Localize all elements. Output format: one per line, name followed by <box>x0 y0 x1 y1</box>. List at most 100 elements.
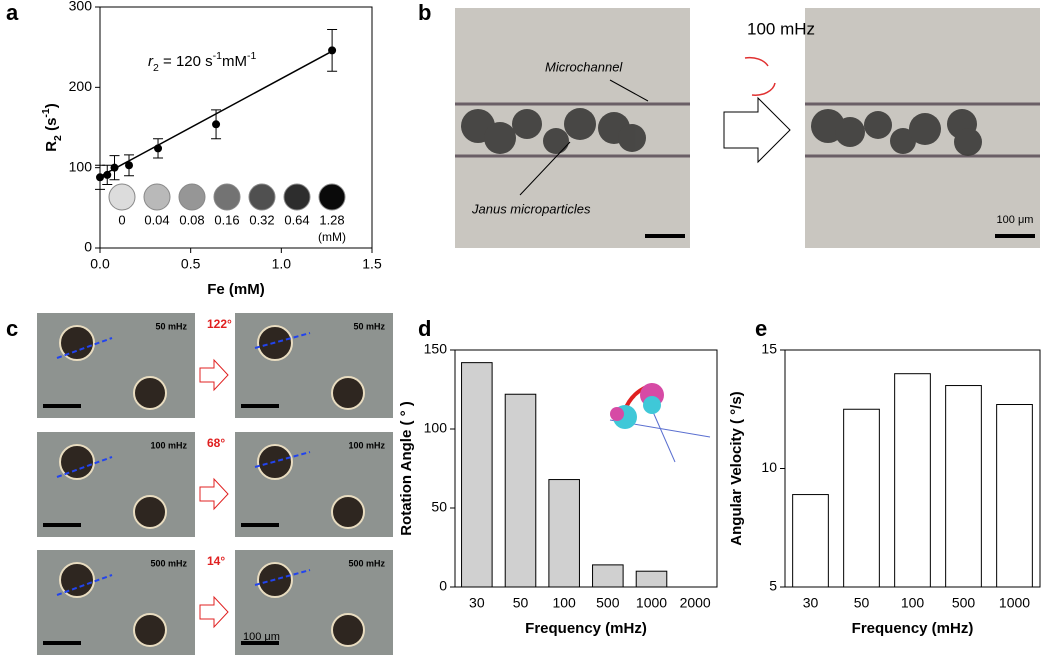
arrow <box>199 358 229 392</box>
x-axis-label: Frequency (mHz) <box>525 620 647 637</box>
panel-label: b <box>418 0 431 25</box>
frequency-label: 500 mHz <box>348 558 385 568</box>
x-tick-label: 1.0 <box>272 256 292 272</box>
frequency-label: 100 mHz <box>747 19 815 38</box>
axis-arrow <box>254 569 311 586</box>
particle <box>133 495 167 529</box>
particle <box>59 325 95 361</box>
y-tick-label: 0 <box>439 578 447 594</box>
inset-label: 0.08 <box>179 212 204 227</box>
y-axis-label: Angular Velocity ( °/s) <box>728 391 745 545</box>
arrow <box>199 595 229 629</box>
plot-frame <box>454 349 718 588</box>
inset-label: 0.32 <box>249 212 274 227</box>
sample-image <box>108 183 136 211</box>
pointer <box>519 141 571 196</box>
rotation-arrow <box>744 56 776 96</box>
panel-label: d <box>418 316 431 341</box>
arrow <box>199 477 229 511</box>
y-tick-label: 0 <box>84 239 92 255</box>
particle <box>133 376 167 410</box>
label-part: = 120 s <box>159 53 213 70</box>
micrograph <box>235 432 393 537</box>
axis-arrow <box>254 451 311 468</box>
label-part: mM <box>222 53 247 70</box>
x-tick-label: 2000 <box>680 595 711 611</box>
point <box>212 120 221 129</box>
bar <box>461 362 493 588</box>
inset-diagram <box>609 383 711 463</box>
particle <box>331 376 365 410</box>
x-tick-label: 500 <box>952 595 976 611</box>
point <box>110 163 119 172</box>
label-part: ) <box>43 103 60 108</box>
point <box>96 173 104 182</box>
y-tick-label: 200 <box>69 78 93 94</box>
axis-arrow <box>56 456 113 478</box>
label-part: 2 <box>153 62 159 74</box>
micrograph <box>37 313 195 418</box>
sample-image <box>283 183 311 211</box>
x-tick-label: 30 <box>803 595 819 611</box>
x-tick-label: 1.5 <box>362 256 382 272</box>
sample-image <box>318 183 346 211</box>
sample-image <box>248 183 276 211</box>
x-axis-label: Frequency (mHz) <box>852 620 974 637</box>
panel-label: a <box>6 0 19 25</box>
panel-c: 50 mHz 50 mHz 122° 100 mHz 100 mHz 68° 500 mHz… <box>37 313 393 655</box>
x-tick-label: 50 <box>513 595 529 611</box>
x-tick-label: 0.0 <box>90 256 110 272</box>
particle <box>331 495 365 529</box>
frequency-label: 50 mHz <box>353 321 385 331</box>
panel-label: c <box>6 316 18 341</box>
x-tick-label: 0.5 <box>181 256 201 272</box>
bar <box>945 385 982 588</box>
particle <box>59 444 95 480</box>
bar <box>635 570 668 588</box>
y-tick-label: 15 <box>761 341 777 357</box>
y-axis-label: Rotation Angle ( ° ) <box>398 401 415 536</box>
frequency-label: 100 mHz <box>150 440 187 450</box>
x-tick-label: 1000 <box>999 595 1030 611</box>
angle-label: 14° <box>207 554 225 568</box>
point <box>328 46 337 55</box>
bar <box>548 479 580 588</box>
annotation: Janus microparticles <box>471 201 591 216</box>
scale-label: 100 μm <box>997 214 1034 226</box>
label-part: -1 <box>213 50 222 62</box>
y-tick-label: 10 <box>761 459 777 475</box>
label-part: r <box>148 53 154 70</box>
bar <box>504 393 537 588</box>
micrograph <box>37 432 195 537</box>
inset-label: 0.64 <box>284 212 309 227</box>
bar <box>592 564 624 588</box>
bar <box>792 494 829 588</box>
sample-image <box>143 183 171 211</box>
axis-arrow <box>56 337 113 359</box>
sample-image <box>213 183 241 211</box>
x-tick-label: 100 <box>552 595 576 611</box>
label-part: R <box>43 141 60 152</box>
inset-label: 1.28 <box>319 212 344 227</box>
inset-label: 0 <box>118 212 125 227</box>
point <box>154 144 163 153</box>
axis-arrow <box>56 574 113 596</box>
label-part: -1 <box>247 50 256 62</box>
micrograph <box>37 550 195 655</box>
y-tick-label: 100 <box>69 158 93 174</box>
axis-label: R2 (s-1) <box>40 103 64 152</box>
label-part: (s <box>43 118 60 136</box>
bar <box>894 373 931 588</box>
frequency-label: 500 mHz <box>150 558 187 568</box>
scale-label: 100 μm <box>243 631 280 643</box>
panel-b: Microchannel Janus microparticles 100 mH… <box>455 8 1040 248</box>
y-tick-label: 300 <box>69 0 93 14</box>
x-tick-label: 1000 <box>636 595 667 611</box>
axis-arrow <box>254 332 311 349</box>
angle-label: 68° <box>207 436 225 450</box>
frequency-label: 100 mHz <box>348 440 385 450</box>
y-tick-label: 50 <box>431 499 447 515</box>
arrow <box>723 96 791 164</box>
y-tick-label: 150 <box>424 341 448 357</box>
